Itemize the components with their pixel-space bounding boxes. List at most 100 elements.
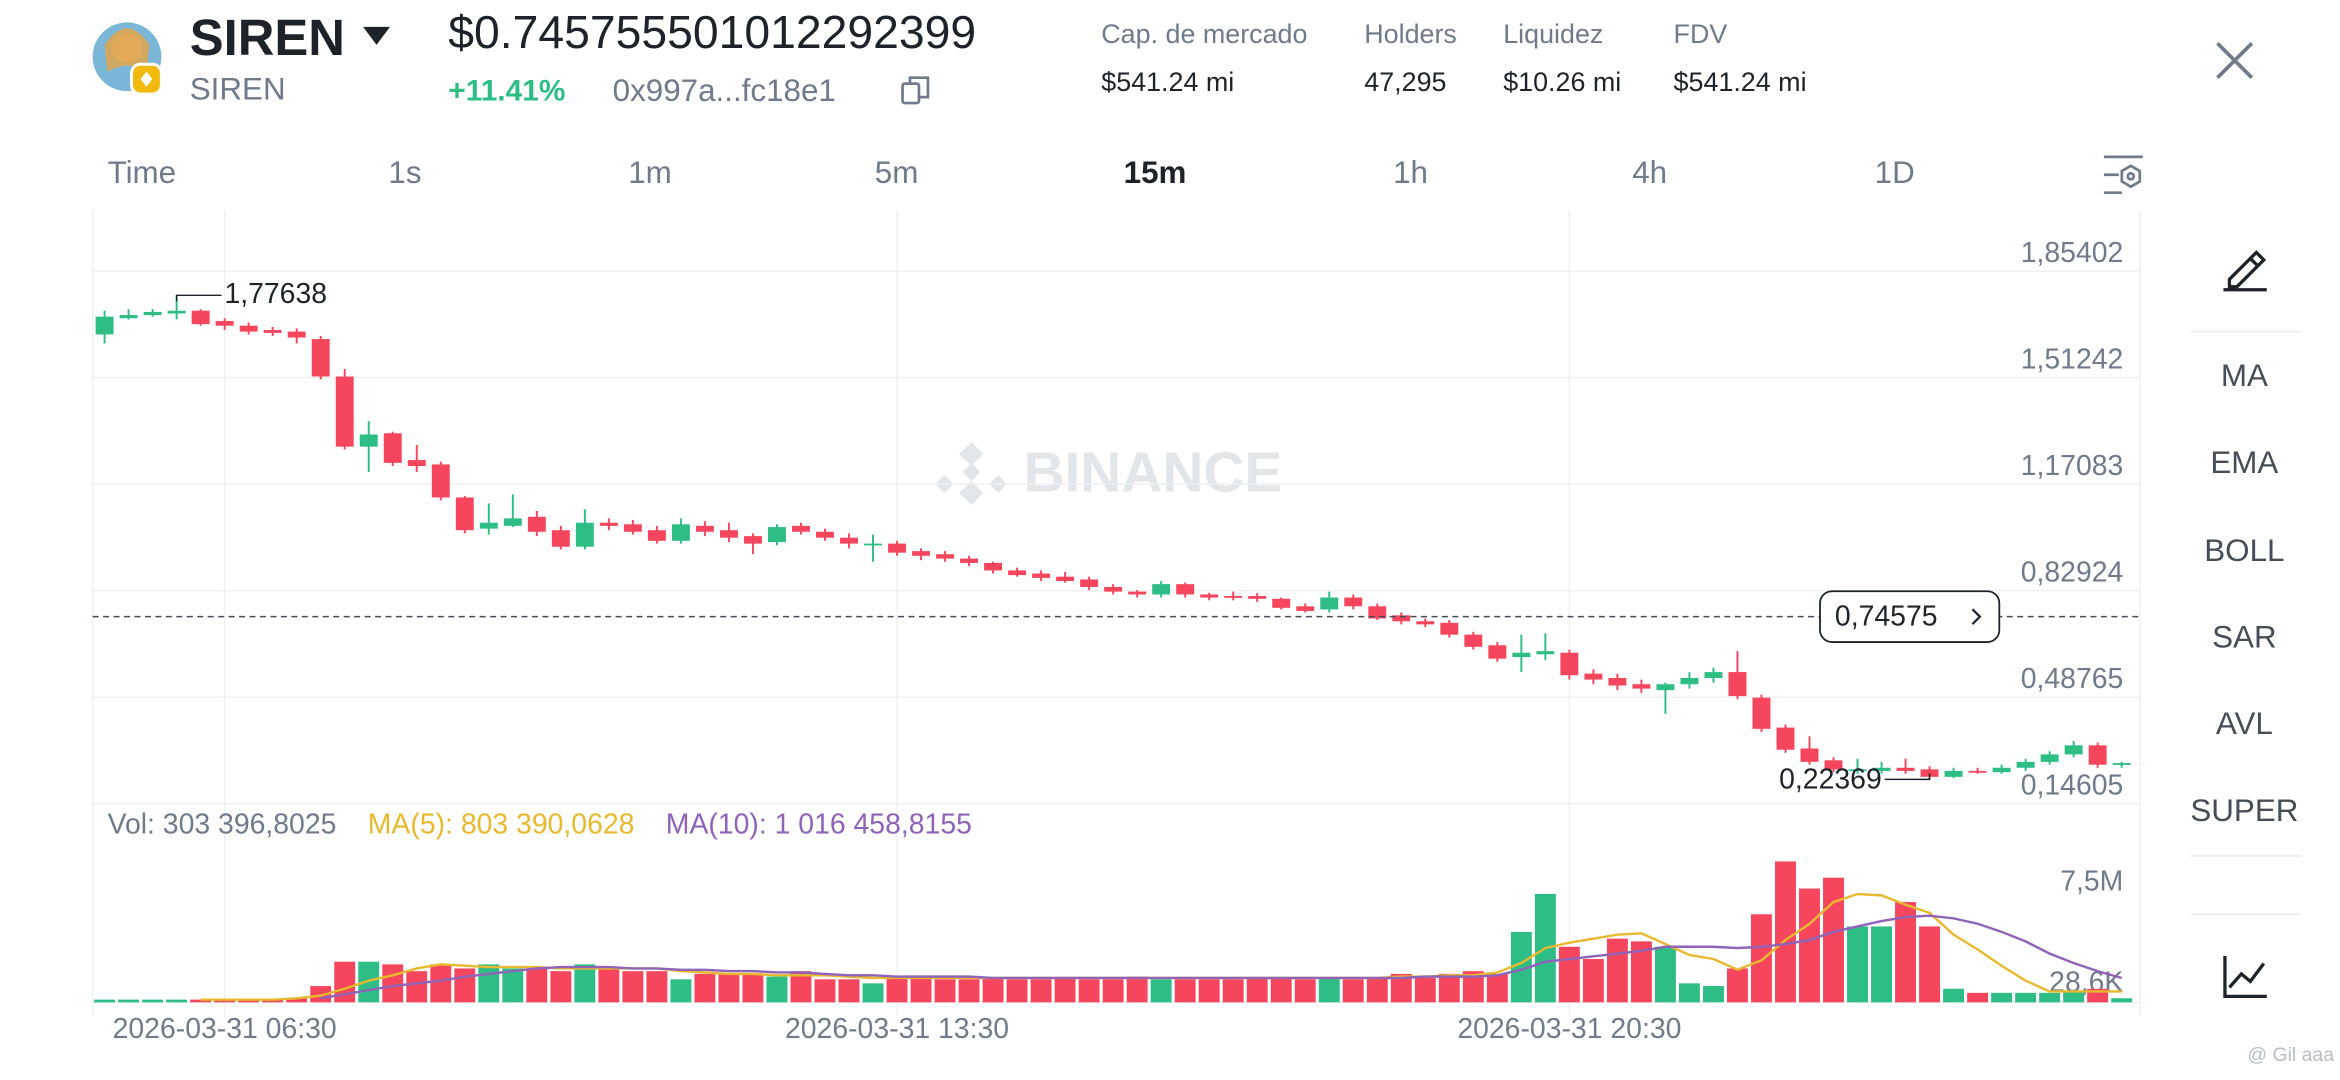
candle-body [1752, 697, 1771, 729]
candle-body [1104, 586, 1123, 592]
volume-bar [886, 976, 908, 1003]
candle-body [2040, 754, 2059, 762]
indicator-button[interactable]: BOLL [2204, 533, 2284, 568]
volume-bar [526, 968, 548, 1003]
candle-body [1824, 760, 1843, 770]
interval-tab[interactable]: 1s [388, 155, 421, 190]
interval-tab[interactable]: 1D [1875, 155, 1915, 190]
chart-type-icon[interactable] [2223, 956, 2267, 998]
y-tick-label: 0,48765 [2021, 663, 2124, 695]
indicator-button[interactable]: SAR [2212, 620, 2276, 655]
volume-bar [910, 976, 932, 1003]
x-tick-label: 2026-03-31 20:30 [1457, 1013, 1681, 1045]
close-button[interactable] [2216, 41, 2254, 79]
volume-bar [574, 964, 596, 1003]
chart-settings-icon[interactable] [2103, 155, 2143, 195]
candle-body [455, 497, 474, 531]
volume-ma-line [320, 914, 2123, 1000]
candle-body [912, 551, 930, 556]
volume-bar [598, 968, 620, 1003]
candle-body [551, 530, 570, 547]
candle-body [287, 331, 306, 338]
candle-body [359, 434, 378, 447]
candle-body [960, 558, 979, 563]
candle-body [1560, 652, 1579, 676]
volume-bar [1967, 992, 1989, 1003]
stat-label: Cap. de mercado [1101, 19, 1307, 49]
volume-bar [430, 964, 452, 1003]
candle-body [335, 376, 354, 447]
volume-bar [1030, 979, 1052, 1003]
token-avatar[interactable] [92, 22, 163, 96]
volume-bar [718, 973, 740, 1003]
candle-body [864, 543, 882, 546]
candle-body [1248, 595, 1267, 599]
stat-value: $541.24 mi [1674, 67, 1807, 97]
dropdown-arrow[interactable] [363, 26, 390, 45]
candle-body [1152, 584, 1171, 595]
volume-bar [1174, 979, 1196, 1003]
interval-tab[interactable]: 1h [1393, 155, 1428, 190]
candle-body [1368, 606, 1387, 619]
volume-bar [766, 976, 788, 1003]
draw-tool-icon[interactable] [2223, 250, 2267, 292]
volume-bar [1775, 861, 1796, 1003]
token-symbol[interactable]: SIREN [190, 9, 345, 66]
candle-body [767, 527, 786, 543]
volume-bar [2111, 998, 2133, 1003]
candle-body [1416, 621, 1435, 625]
volume-bar [478, 964, 500, 1003]
indicator-button[interactable]: EMA [2210, 445, 2278, 480]
interval-tab[interactable]: Time [108, 155, 177, 190]
stat-value: $10.26 mi [1503, 67, 1621, 97]
volume-bar [1078, 979, 1100, 1003]
volume-bar [1006, 979, 1028, 1003]
interval-tab[interactable]: 1m [628, 155, 672, 190]
interval-tab[interactable]: 5m [875, 155, 919, 190]
volume-bar [1366, 977, 1388, 1003]
volume-tick-label: 7,5M [2060, 865, 2123, 897]
volume-bar [262, 999, 284, 1003]
price: $0.745755501012292399 [448, 6, 976, 58]
volume-bar [1294, 979, 1316, 1003]
candle-body [1392, 615, 1411, 622]
candle-body [840, 537, 858, 544]
last-price-box[interactable] [1819, 590, 2001, 643]
candle-body [239, 325, 258, 332]
volume-bar [94, 999, 116, 1003]
interval-tab[interactable]: 4h [1632, 155, 1667, 190]
y-tick-label: 1,17083 [2021, 450, 2124, 482]
volume-bar [1390, 973, 1412, 1003]
volume-bar [1678, 983, 1700, 1003]
candle-body [936, 554, 955, 559]
volume-bar [646, 971, 668, 1003]
candle-body [1536, 651, 1555, 655]
x-tick-label: 2026-03-31 06:30 [113, 1013, 337, 1045]
token-name: SIREN [190, 71, 286, 106]
y-tick-label: 1,51242 [2021, 344, 2124, 376]
candle-body [695, 525, 714, 532]
volume-bar [1222, 979, 1244, 1003]
copy-icon[interactable] [901, 76, 930, 105]
volume-bar [862, 983, 884, 1003]
volume-bar [622, 971, 644, 1003]
volume-bar [2039, 992, 2061, 1003]
stat-label: Holders [1364, 19, 1457, 49]
high-label: 1,77638 [224, 278, 327, 310]
indicator-button[interactable]: SUPER [2190, 793, 2298, 828]
candle-body [143, 311, 162, 316]
candle-body [167, 310, 186, 314]
volume-bar [1871, 926, 1892, 1003]
volume-bar [1126, 976, 1148, 1003]
interval-tab-active[interactable]: 15m [1124, 155, 1187, 190]
indicator-button[interactable]: AVL [2216, 706, 2273, 741]
candle-body [1344, 597, 1363, 607]
volume-bar [1054, 977, 1076, 1003]
candle-body [1056, 576, 1075, 582]
candle-body [647, 530, 666, 541]
candle-body [1776, 727, 1795, 750]
indicator-button[interactable]: MA [2221, 358, 2268, 393]
volume-bar [1150, 979, 1172, 1003]
stat-value: 47,295 [1364, 67, 1446, 97]
volume-bar [2015, 992, 2037, 1003]
